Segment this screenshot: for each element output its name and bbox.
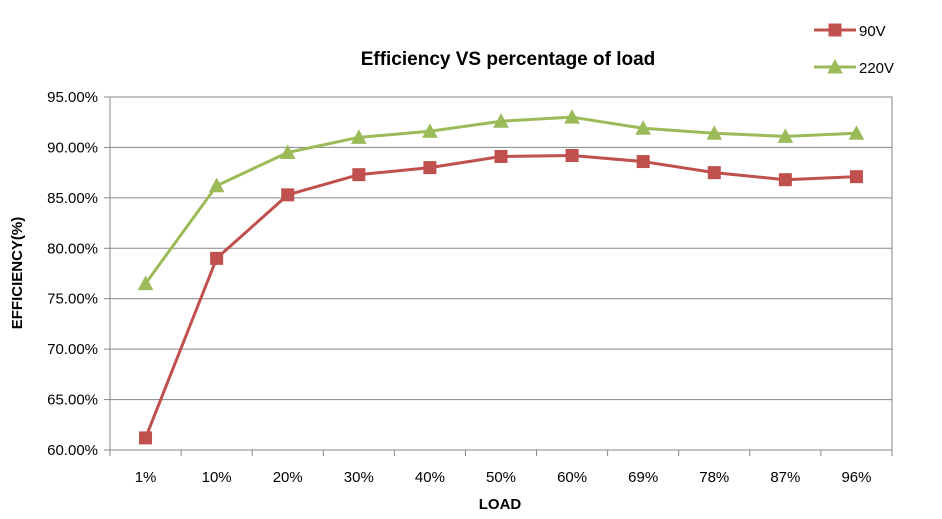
data-point	[636, 155, 650, 169]
data-point	[139, 431, 153, 445]
series-line	[144, 115, 857, 285]
data-point	[422, 123, 438, 138]
data-point	[281, 188, 295, 202]
y-tick-label: 70.00%	[47, 341, 98, 358]
plot-border	[109, 96, 893, 451]
gridlines	[110, 146, 892, 401]
y-tick-label: 65.00%	[47, 392, 98, 409]
data-point	[352, 168, 366, 182]
y-axis-title: EFFICIENCY(%)	[9, 217, 26, 330]
series-90v	[139, 148, 863, 445]
data-point	[849, 170, 863, 184]
data-point	[707, 166, 721, 180]
series-layer	[137, 109, 865, 445]
x-tick-label: 69%	[628, 469, 658, 486]
data-point	[565, 148, 579, 162]
y-tick-label: 60.00%	[47, 442, 98, 459]
x-tick-label: 96%	[841, 469, 871, 486]
x-tick-label: 40%	[415, 469, 445, 486]
data-point	[778, 173, 792, 187]
legend-item-220v: 220V	[814, 58, 894, 77]
plot-area	[109, 96, 893, 451]
y-tick-label: 80.00%	[47, 240, 98, 257]
y-tick-label: 75.00%	[47, 291, 98, 308]
legend-item-90v: 90V	[814, 23, 886, 40]
x-axis-title: LOAD	[479, 496, 522, 513]
data-point	[423, 161, 437, 175]
data-point	[279, 144, 296, 159]
x-tick-label: 1%	[135, 469, 157, 486]
legend-swatch-marker	[828, 23, 842, 37]
data-point	[635, 120, 652, 135]
x-tick-label: 30%	[344, 469, 374, 486]
y-tick-label: 95.00%	[47, 89, 98, 106]
x-tick-label: 50%	[486, 469, 516, 486]
legend-swatch-marker	[827, 58, 843, 74]
data-point	[210, 251, 224, 265]
data-point	[777, 128, 794, 143]
data-point	[564, 109, 580, 124]
series-220v	[137, 109, 865, 291]
data-point	[706, 125, 723, 140]
x-tick-label: 20%	[273, 469, 303, 486]
data-point	[848, 125, 865, 140]
legend-label: 220V	[859, 60, 894, 77]
chart-title: Efficiency VS percentage of load	[361, 49, 656, 70]
data-point	[208, 177, 225, 193]
x-tick-label: 87%	[770, 469, 800, 486]
data-point	[494, 150, 508, 164]
x-tick-label: 78%	[699, 469, 729, 486]
x-tick-label: 60%	[557, 469, 587, 486]
data-point	[137, 275, 154, 291]
legend: 90V 220V	[814, 23, 894, 77]
y-axis-ticks: 60.00% 65.00% 70.00% 75.00% 80.00% 85.00% 90.0…	[47, 89, 110, 459]
y-tick-label: 85.00%	[47, 190, 98, 207]
x-axis-ticks: 1% 10% 20% 30% 40% 50% 60% 69% 78% 87% 96%	[109, 450, 893, 486]
x-tick-label: 10%	[202, 469, 232, 486]
data-point	[350, 129, 367, 144]
legend-label: 90V	[859, 23, 886, 40]
data-point	[493, 113, 509, 128]
y-tick-label: 90.00%	[47, 139, 98, 156]
